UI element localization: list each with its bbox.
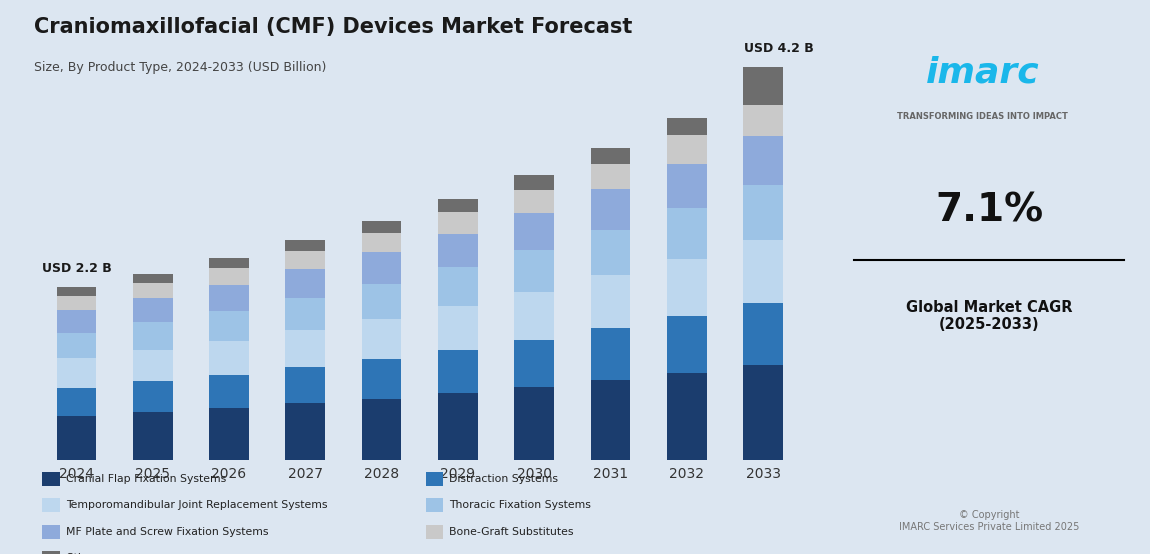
Bar bbox=[438, 350, 477, 393]
Bar bbox=[209, 311, 248, 341]
Bar bbox=[667, 135, 706, 163]
Bar bbox=[133, 283, 172, 298]
Bar bbox=[514, 292, 554, 340]
Bar bbox=[514, 387, 554, 460]
Text: Distraction Systems: Distraction Systems bbox=[448, 474, 558, 484]
Text: USD 4.2 B: USD 4.2 B bbox=[744, 42, 814, 55]
Text: Bone-Graft Substitutes: Bone-Graft Substitutes bbox=[448, 527, 574, 537]
Bar bbox=[743, 302, 783, 365]
Bar bbox=[133, 298, 172, 322]
Bar bbox=[56, 332, 97, 358]
Bar bbox=[591, 328, 630, 379]
Bar bbox=[362, 253, 401, 284]
Text: 7.1%: 7.1% bbox=[935, 192, 1043, 229]
Bar bbox=[133, 350, 172, 381]
Bar bbox=[667, 163, 706, 208]
Bar bbox=[209, 268, 248, 285]
Bar bbox=[285, 269, 325, 298]
Text: Global Market CAGR
(2025-2033): Global Market CAGR (2025-2033) bbox=[906, 300, 1072, 332]
Text: © Copyright
IMARC Services Private Limited 2025: © Copyright IMARC Services Private Limit… bbox=[899, 510, 1079, 531]
Bar bbox=[438, 234, 477, 268]
Bar bbox=[362, 359, 401, 398]
Bar bbox=[43, 525, 60, 539]
Text: USD 2.2 B: USD 2.2 B bbox=[43, 262, 112, 275]
Text: Cranial Flap Fixation Systems: Cranial Flap Fixation Systems bbox=[66, 474, 227, 484]
Bar bbox=[56, 358, 97, 388]
Bar bbox=[285, 403, 325, 460]
Bar bbox=[56, 296, 97, 310]
Bar bbox=[591, 229, 630, 275]
Bar bbox=[591, 148, 630, 163]
Bar bbox=[438, 393, 477, 460]
Bar bbox=[438, 306, 477, 350]
Bar bbox=[362, 319, 401, 359]
Bar bbox=[285, 330, 325, 367]
Bar bbox=[56, 416, 97, 460]
Bar bbox=[43, 551, 60, 554]
Bar bbox=[438, 212, 477, 234]
Bar bbox=[285, 240, 325, 251]
Bar bbox=[438, 268, 477, 306]
Bar bbox=[133, 274, 172, 283]
Bar bbox=[209, 258, 248, 268]
Bar bbox=[209, 375, 248, 408]
Bar bbox=[667, 208, 706, 259]
Bar bbox=[133, 322, 172, 350]
Bar bbox=[438, 199, 477, 212]
Bar bbox=[133, 412, 172, 460]
Text: TRANSFORMING IDEAS INTO IMPACT: TRANSFORMING IDEAS INTO IMPACT bbox=[897, 112, 1068, 121]
Bar bbox=[591, 275, 630, 328]
Bar bbox=[591, 379, 630, 460]
Bar bbox=[667, 316, 706, 373]
Bar bbox=[285, 367, 325, 403]
Bar bbox=[209, 285, 248, 311]
Bar bbox=[667, 118, 706, 135]
Bar bbox=[591, 189, 630, 229]
Bar bbox=[209, 341, 248, 375]
Bar bbox=[514, 340, 554, 387]
Text: MF Plate and Screw Fixation Systems: MF Plate and Screw Fixation Systems bbox=[66, 527, 268, 537]
Bar bbox=[56, 287, 97, 296]
Bar bbox=[514, 176, 554, 189]
Bar bbox=[426, 471, 443, 486]
Bar bbox=[667, 373, 706, 460]
Text: Size, By Product Type, 2024-2033 (USD Billion): Size, By Product Type, 2024-2033 (USD Bi… bbox=[34, 61, 327, 74]
Bar bbox=[285, 251, 325, 269]
Bar bbox=[209, 408, 248, 460]
Bar bbox=[743, 185, 783, 240]
Bar bbox=[514, 250, 554, 292]
Text: Craniomaxillofacial (CMF) Devices Market Forecast: Craniomaxillofacial (CMF) Devices Market… bbox=[34, 17, 632, 37]
Bar bbox=[285, 298, 325, 330]
Bar bbox=[591, 163, 630, 189]
Bar bbox=[426, 525, 443, 539]
Bar bbox=[743, 105, 783, 136]
Bar bbox=[362, 398, 401, 460]
Bar bbox=[514, 213, 554, 250]
Bar bbox=[56, 388, 97, 416]
Bar bbox=[362, 233, 401, 253]
Bar bbox=[362, 221, 401, 233]
Bar bbox=[43, 498, 60, 512]
Bar bbox=[743, 240, 783, 302]
Bar bbox=[743, 67, 783, 105]
Text: Temporomandibular Joint Replacement Systems: Temporomandibular Joint Replacement Syst… bbox=[66, 500, 328, 510]
Bar bbox=[133, 381, 172, 412]
Bar bbox=[56, 310, 97, 332]
Bar bbox=[743, 136, 783, 185]
Bar bbox=[514, 189, 554, 213]
Bar bbox=[43, 471, 60, 486]
Bar bbox=[426, 498, 443, 512]
Bar bbox=[362, 284, 401, 319]
Bar bbox=[743, 365, 783, 460]
Text: Others: Others bbox=[66, 553, 102, 554]
Bar bbox=[667, 259, 706, 316]
Text: imarc: imarc bbox=[926, 55, 1040, 89]
Text: Thoracic Fixation Systems: Thoracic Fixation Systems bbox=[448, 500, 591, 510]
